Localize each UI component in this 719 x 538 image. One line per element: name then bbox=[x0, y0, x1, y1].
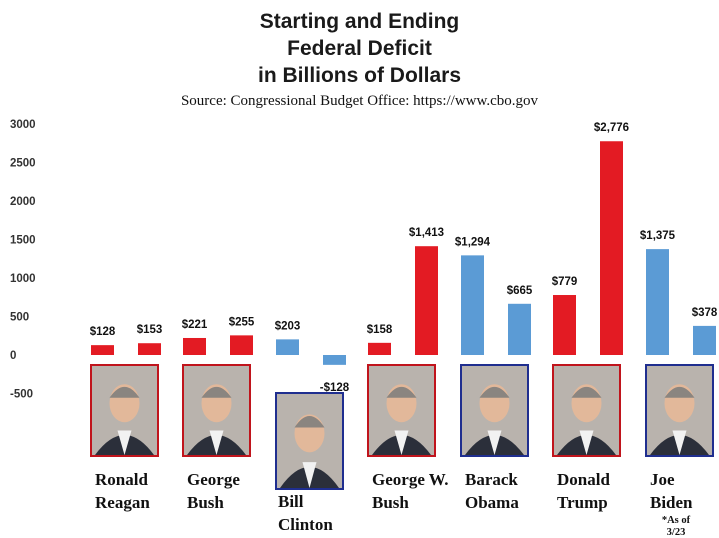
data-label: $1,375 bbox=[640, 230, 676, 242]
y-tick-label: 1000 bbox=[10, 273, 36, 285]
president-portrait bbox=[367, 364, 436, 457]
data-label: $221 bbox=[182, 319, 208, 331]
y-tick-label: 2000 bbox=[10, 196, 36, 208]
bar bbox=[368, 342, 391, 355]
y-tick-label: 3000 bbox=[10, 119, 36, 131]
bar bbox=[553, 295, 576, 355]
president-name: Bush bbox=[187, 493, 224, 512]
bar bbox=[230, 335, 253, 355]
data-label: $665 bbox=[507, 285, 533, 297]
president-name: Barack bbox=[465, 470, 518, 489]
bar bbox=[461, 255, 484, 355]
president-portrait bbox=[182, 364, 251, 457]
bar bbox=[693, 325, 716, 355]
data-label: $203 bbox=[275, 320, 301, 332]
data-label: $255 bbox=[229, 316, 255, 328]
bar bbox=[276, 339, 299, 355]
data-label: $1,294 bbox=[455, 236, 491, 248]
president-portrait bbox=[90, 364, 159, 457]
chart-title-line-1: Starting and Ending bbox=[259, 10, 460, 33]
president-name: Trump bbox=[557, 493, 608, 512]
footnote: *As of bbox=[662, 515, 691, 526]
president-name: Bush bbox=[372, 493, 409, 512]
data-label: $1,413 bbox=[409, 227, 444, 239]
y-tick-label: 1500 bbox=[10, 235, 36, 247]
data-label: $378 bbox=[692, 307, 718, 319]
bar bbox=[415, 246, 438, 355]
president-name: Biden bbox=[650, 493, 693, 512]
data-label: $153 bbox=[137, 324, 163, 336]
president-name: Clinton bbox=[278, 515, 333, 534]
president-name: George W. bbox=[372, 470, 449, 489]
president-name: Ronald bbox=[95, 470, 148, 489]
y-tick-label: 0 bbox=[10, 350, 16, 362]
president-name: Donald bbox=[557, 470, 610, 489]
data-label: $2,776 bbox=[594, 122, 629, 134]
bar bbox=[183, 337, 206, 355]
president-portrait bbox=[460, 364, 529, 457]
president-name: Reagan bbox=[95, 493, 150, 512]
bar bbox=[323, 355, 346, 365]
y-tick-label: -500 bbox=[10, 389, 33, 401]
president-name: Obama bbox=[465, 493, 519, 512]
president-portrait bbox=[645, 364, 714, 457]
y-tick-label: 2500 bbox=[10, 158, 36, 170]
president-name: George bbox=[187, 470, 240, 489]
president-portrait bbox=[552, 364, 621, 457]
chart-title-line-3: in Billions of Dollars bbox=[257, 64, 462, 87]
data-label: $158 bbox=[367, 324, 393, 336]
data-label: $128 bbox=[90, 326, 116, 338]
bar bbox=[646, 249, 669, 355]
president-name: Bill bbox=[278, 492, 304, 511]
data-label: -$128 bbox=[320, 382, 350, 394]
bar bbox=[91, 345, 114, 355]
bar bbox=[508, 303, 531, 355]
chart-subtitle: Source: Congressional Budget Office: htt… bbox=[180, 93, 539, 109]
y-tick-label: 500 bbox=[10, 312, 29, 324]
data-label: $779 bbox=[552, 276, 578, 288]
bar bbox=[138, 343, 161, 355]
president-portrait bbox=[275, 392, 344, 490]
president-name: Joe bbox=[650, 470, 675, 489]
bar bbox=[600, 141, 623, 355]
chart-title-line-2: Federal Deficit bbox=[287, 37, 432, 60]
footnote: 3/23 bbox=[667, 527, 686, 538]
